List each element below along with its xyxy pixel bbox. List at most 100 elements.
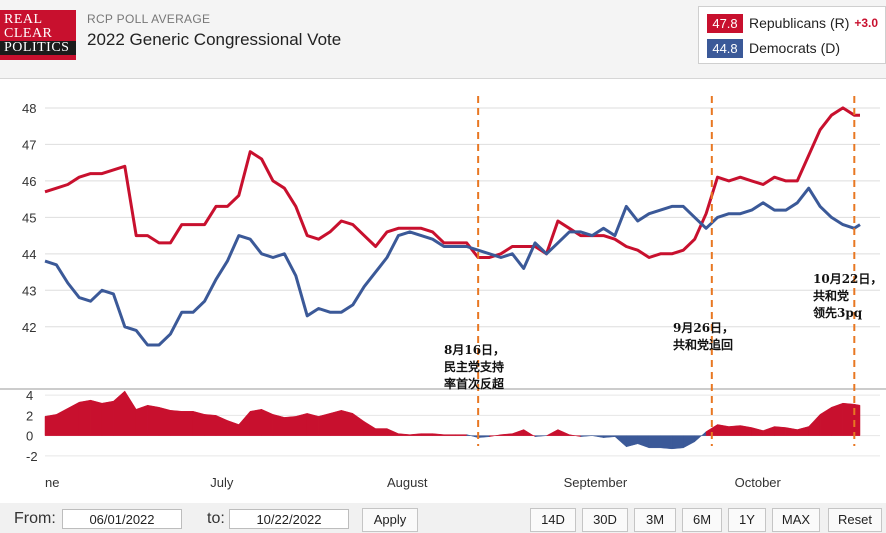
spread-segment xyxy=(204,414,217,436)
spread-tick-label--2: -2 xyxy=(26,449,38,464)
republicans-line xyxy=(44,106,860,259)
spread-segment xyxy=(78,399,91,436)
spread-segment xyxy=(660,435,673,450)
y-tick-label-43: 43 xyxy=(22,283,36,298)
from-date-input[interactable]: 06/01/2022 xyxy=(62,509,182,529)
annotation-aug16: 8月16日， 民主党支持 率首次反超 xyxy=(444,343,509,391)
poll-average-subtitle: RCP POLL AVERAGE xyxy=(87,12,211,26)
x-tick-label-august: August xyxy=(387,475,428,490)
democrats-line xyxy=(44,186,861,347)
rcp-logo[interactable]: REAL CLEAR POLITICS xyxy=(0,10,76,60)
y-tick-label-47: 47 xyxy=(22,137,36,152)
to-date-input[interactable]: 10/22/2022 xyxy=(229,509,349,529)
range-6m-button[interactable]: 6M xyxy=(682,508,722,532)
legend-republicans[interactable]: 47.8 Republicans (R) +3.0 xyxy=(707,13,878,33)
spread-segment xyxy=(455,434,467,436)
spread-segment xyxy=(272,414,285,436)
spread-segment xyxy=(751,427,764,436)
spread-segment xyxy=(648,435,661,449)
spread-segment xyxy=(694,431,707,443)
spread-segment xyxy=(842,402,855,436)
annotation-oct22-line-2: 共和党 xyxy=(813,288,849,303)
spread-segment xyxy=(728,425,741,436)
spread-segment xyxy=(477,435,490,438)
spread-segment xyxy=(124,390,137,436)
spread-tick-label-0: 0 xyxy=(26,429,33,444)
annotation-oct22-line-3: 领先3pq xyxy=(813,305,863,320)
event-markers xyxy=(477,96,856,446)
spread-segment xyxy=(831,402,844,436)
spread-segment xyxy=(432,433,445,436)
spread-segment xyxy=(740,425,752,436)
spread-segment xyxy=(592,435,604,438)
spread-segment xyxy=(329,409,342,436)
annotation-oct22-line-1: 10月22日， xyxy=(813,272,882,286)
spread-segment xyxy=(295,413,308,436)
chart-title: 2022 Generic Congressional Vote xyxy=(87,30,342,49)
spread-segment xyxy=(523,429,536,438)
y-tick-label-45: 45 xyxy=(22,210,36,225)
range-3m-button[interactable]: 3M xyxy=(634,508,676,532)
reset-button[interactable]: Reset xyxy=(828,508,882,532)
logo-line-2: CLEAR xyxy=(4,26,53,41)
spread-segment xyxy=(580,435,593,437)
spread-segment xyxy=(67,401,80,436)
annotation-aug16-line-2: 民主党支持 xyxy=(444,359,504,374)
spread-segment xyxy=(363,420,376,436)
range-14d-button[interactable]: 14D xyxy=(530,508,576,532)
spread-segment xyxy=(614,435,627,448)
spread-segment xyxy=(626,435,638,448)
spread-segment xyxy=(534,435,547,437)
annotation-aug16-line-1: 8月16日， xyxy=(444,343,505,357)
spread-segment xyxy=(420,433,433,436)
spread-segment xyxy=(683,435,695,449)
spread-segment xyxy=(135,404,148,436)
spread-tick-label-2: 2 xyxy=(26,408,33,423)
spread-segment xyxy=(569,434,581,437)
y-tick-label-44: 44 xyxy=(22,247,36,262)
chart-header: REAL CLEAR POLITICS RCP POLL AVERAGE 202… xyxy=(0,0,886,79)
spread-segment xyxy=(489,434,502,437)
apply-button[interactable]: Apply xyxy=(362,508,418,532)
y-tick-label-48: 48 xyxy=(22,101,36,116)
spread-segment xyxy=(341,409,354,436)
spread-segment xyxy=(797,426,809,436)
spread-segment xyxy=(819,406,832,436)
series-lines xyxy=(44,106,861,347)
spread-segment xyxy=(762,426,775,436)
spread-segment xyxy=(101,400,114,436)
spread-segment xyxy=(443,434,456,436)
legend-democrats[interactable]: 44.8 Democrats (D) xyxy=(707,38,840,58)
spread-value: +3.0 xyxy=(854,16,879,30)
spread-chart xyxy=(44,390,861,450)
republicans-label: Republicans (R) xyxy=(749,15,850,31)
spread-segment xyxy=(546,429,559,436)
spread-segment xyxy=(192,410,205,436)
spread-segment xyxy=(90,399,103,436)
spread-segment xyxy=(386,428,399,436)
range-max-button[interactable]: MAX xyxy=(772,508,820,532)
range-30d-button[interactable]: 30D xyxy=(582,508,628,532)
y-tick-label-46: 46 xyxy=(22,174,36,189)
democrats-label: Democrats (D) xyxy=(749,40,841,56)
spread-segment xyxy=(181,411,194,436)
spread-segment xyxy=(249,408,262,436)
spread-segment xyxy=(375,428,388,436)
spread-segment xyxy=(318,413,331,436)
to-label: to: xyxy=(207,510,225,527)
spread-segment xyxy=(398,433,411,436)
spread-segment xyxy=(671,435,684,450)
annotation-aug16-line-3: 率首次反超 xyxy=(444,376,505,391)
y-tick-label-42: 42 xyxy=(22,320,36,335)
x-tick-label-july: July xyxy=(210,475,234,490)
spread-segment xyxy=(637,435,650,449)
range-1y-button[interactable]: 1Y xyxy=(728,508,766,532)
spread-segment xyxy=(466,434,479,438)
annotation-sep26-line-1: 9月26日， xyxy=(673,321,734,335)
spread-segment xyxy=(227,420,240,436)
x-tick-label-september: September xyxy=(564,475,628,490)
x-tick-label-ne: ne xyxy=(45,475,59,490)
logo-line-1: REAL xyxy=(4,12,43,27)
